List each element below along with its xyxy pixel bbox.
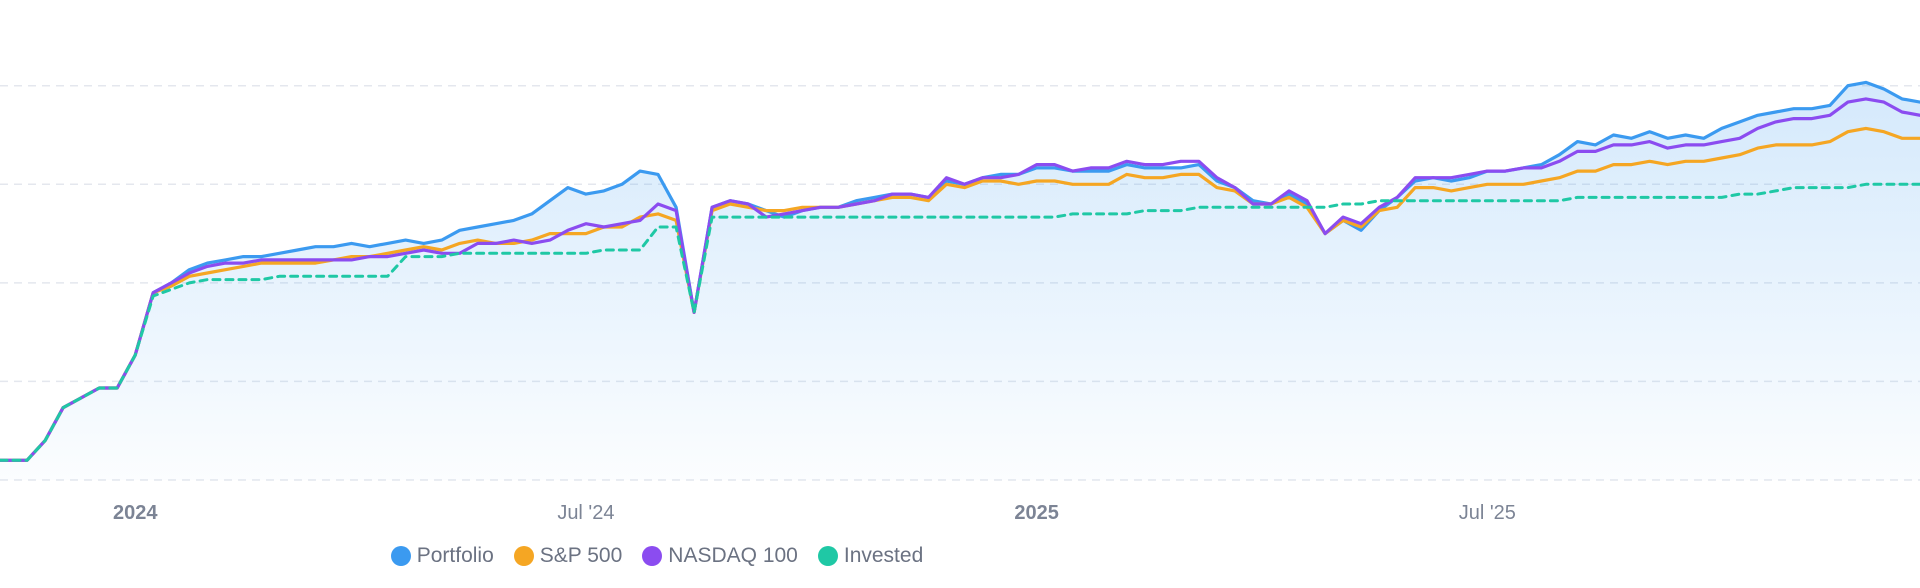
x-tick-label: 2024 (113, 502, 158, 520)
legend-item-s-p-500[interactable]: S&P 500 (513, 544, 623, 568)
legend-swatch (390, 546, 411, 566)
area-fill-layer (0, 82, 1920, 481)
x-tick-label: 2025 (1014, 502, 1059, 520)
x-tick-label: Jul '25 (1459, 502, 1516, 520)
legend-swatch (513, 546, 534, 566)
line-chart: 2024 Jul '24 2025 Jul '25 (0, 80, 1920, 520)
series-line-nasdaq-100 (0, 97, 1920, 462)
legend-label: Portfolio (416, 544, 494, 567)
chart-legend: Portfolio S&P 500 NASDAQ 100 Invested (0, 541, 1920, 571)
area-portfolio (0, 82, 1920, 481)
x-tick-label: Jul '24 (557, 502, 614, 520)
legend-item-invested[interactable]: Invested (817, 544, 924, 568)
series-lines (0, 80, 1920, 462)
legend-label: NASDAQ 100 (668, 544, 798, 567)
legend-label: S&P 500 (539, 544, 623, 567)
series-line-invested (0, 182, 1920, 462)
legend-label: Invested (843, 544, 924, 567)
x-axis-ticks: 2024 Jul '24 2025 Jul '25 (113, 502, 1516, 520)
legend-swatch (817, 546, 838, 566)
legend-item-nasdaq-100[interactable]: NASDAQ 100 (642, 544, 798, 568)
legend-swatch (642, 546, 663, 566)
legend-item-portfolio[interactable]: Portfolio (390, 544, 494, 568)
